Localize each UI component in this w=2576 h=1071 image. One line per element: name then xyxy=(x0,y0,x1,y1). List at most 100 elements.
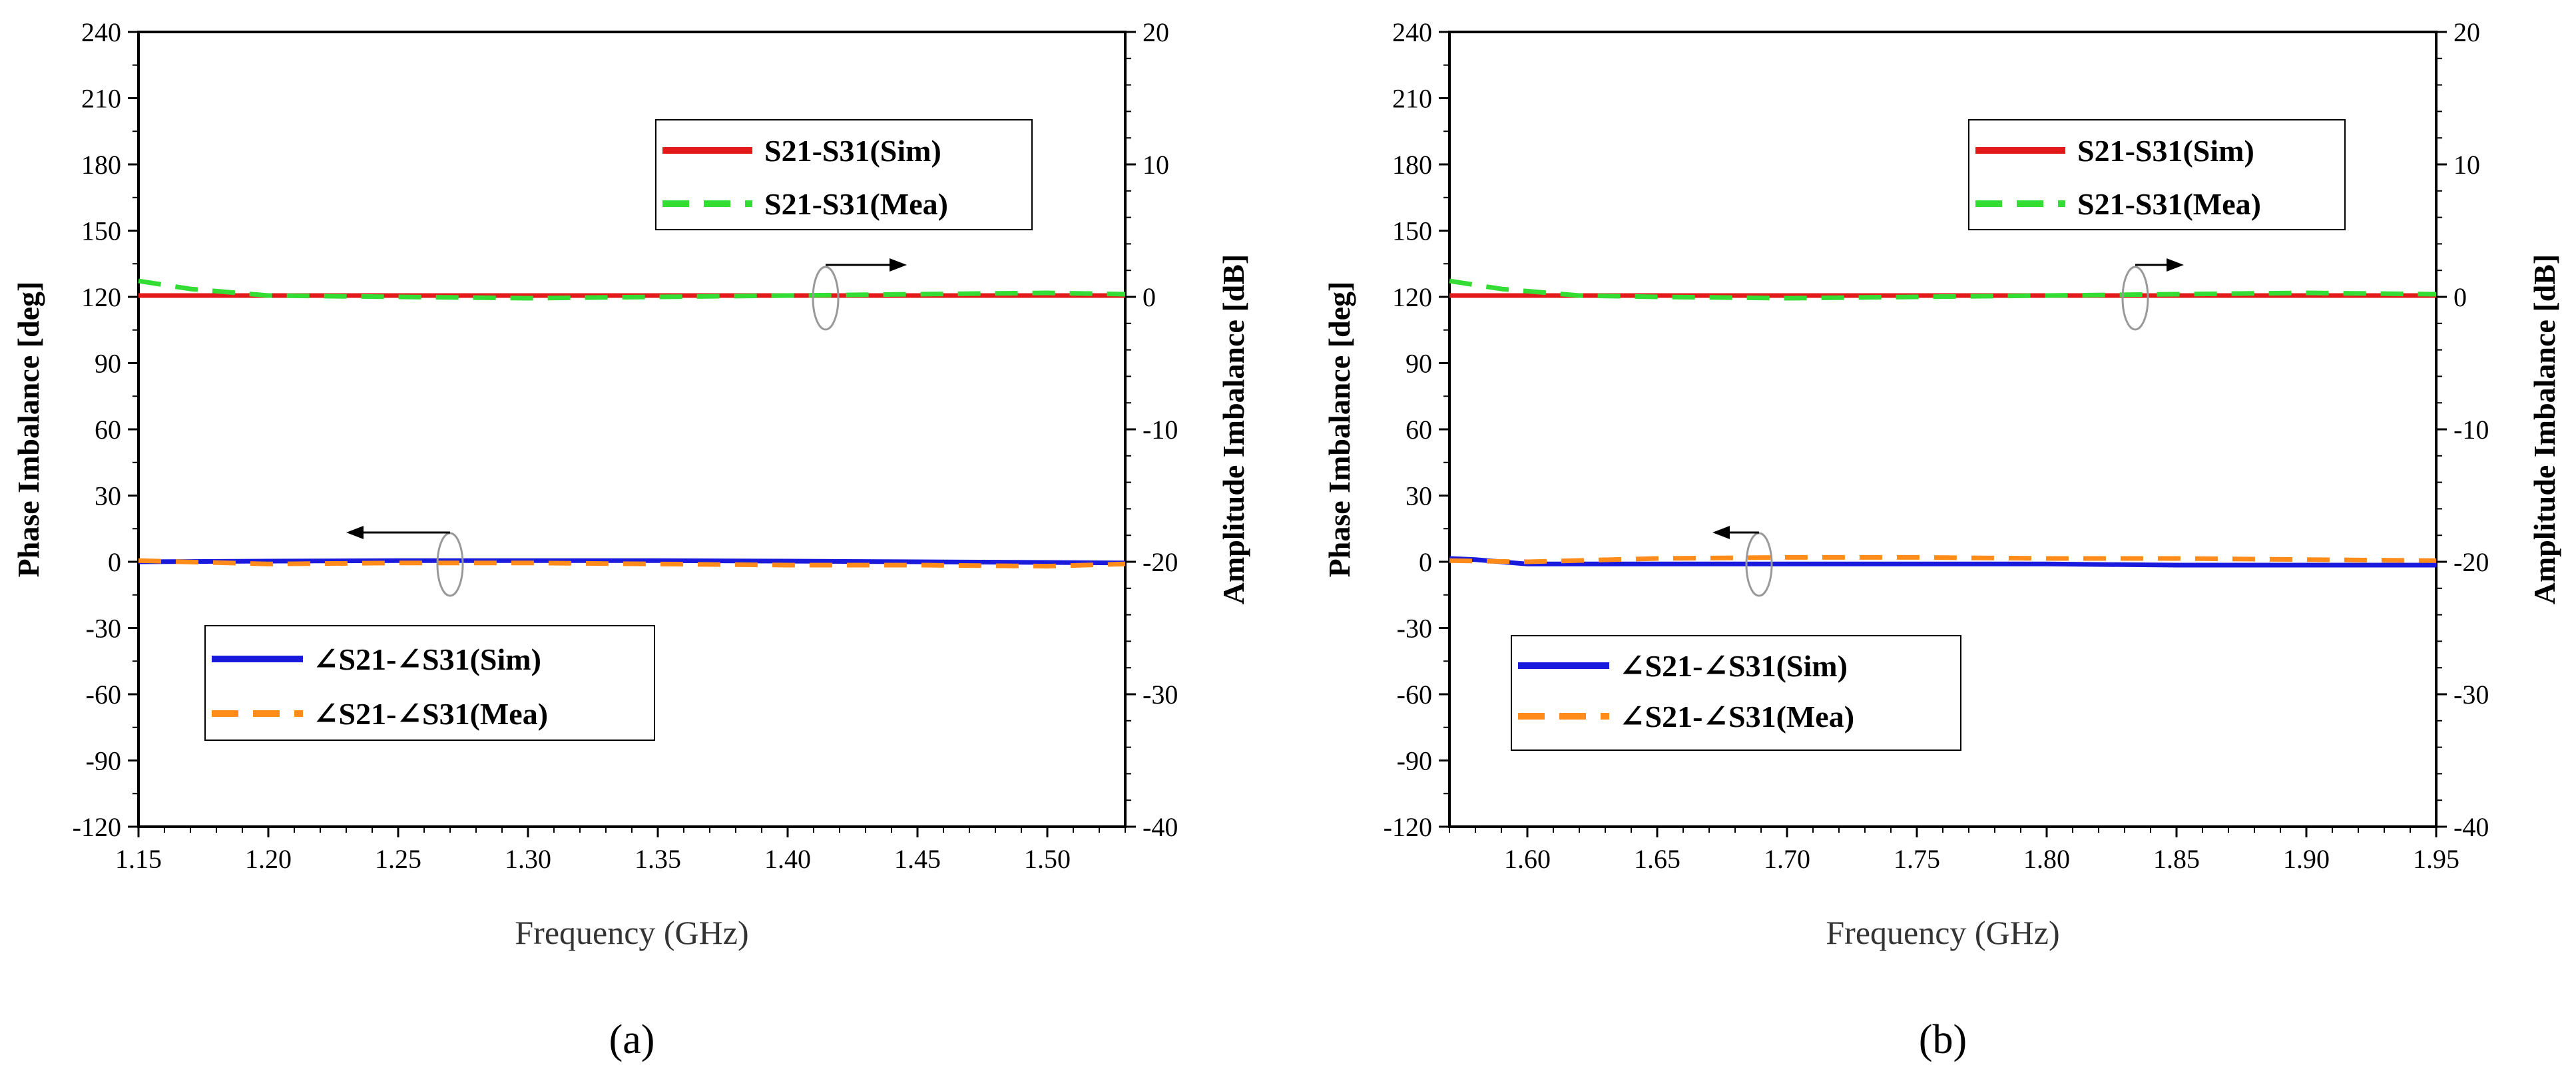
chart-b-ytick-left-label: 210 xyxy=(1392,84,1432,114)
chart-b-legend-amplitude: S21-S31(Sim) S21-S31(Mea) xyxy=(1968,119,2346,230)
chart-a-ytick-left-label: 0 xyxy=(108,547,121,577)
chart-b-ytick-left-label: 120 xyxy=(1392,282,1432,312)
chart-a-left-axis-arrowhead xyxy=(346,526,364,539)
chart-b-right-axis-arrowhead xyxy=(2167,258,2184,272)
chart-a-ytick-right-label: 10 xyxy=(1143,150,1169,180)
chart-b-xtick-label: 1.60 xyxy=(1504,844,1551,874)
chart-a-xtick-label: 1.25 xyxy=(375,844,421,874)
chart-a-legend-label-sim-amp: S21-S31(Sim) xyxy=(764,134,941,168)
chart-a-xtick-label: 1.20 xyxy=(245,844,292,874)
chart-b-legend-label-mea-phase: ∠S21-∠S31(Mea) xyxy=(1619,700,1854,734)
chart-a-xtick-label: 1.15 xyxy=(115,844,162,874)
chart-b-left-axis-arrowhead xyxy=(1712,526,1730,539)
chart-a-xlabel: Frequency (GHz) xyxy=(515,914,748,951)
chart-a-ytick-right-label: 20 xyxy=(1143,17,1169,47)
chart-b-ytick-right-label: 10 xyxy=(2453,150,2480,180)
chart-a-legend-label-mea-phase: ∠S21-∠S31(Mea) xyxy=(313,697,548,731)
chart-b-legend-label-mea-amp: S21-S31(Mea) xyxy=(2077,187,2261,221)
chart-b-xtick-label: 1.75 xyxy=(1894,844,1940,874)
chart-b-ytick-right-label: -40 xyxy=(2453,812,2489,842)
chart-a-ytick-left-label: 30 xyxy=(95,481,121,511)
chart-b-xtick-label: 1.95 xyxy=(2413,844,2459,874)
chart-a-legend-phase: ∠S21-∠S31(Sim) ∠S21-∠S31(Mea) xyxy=(204,625,655,741)
chart-b-ytick-right-label: -20 xyxy=(2453,547,2489,577)
chart-b-legend-label-sim-phase: ∠S21-∠S31(Sim) xyxy=(1619,649,1848,683)
chart-b-ytick-left-label: -30 xyxy=(1397,614,1432,644)
chart-a-ytick-left-label: 240 xyxy=(81,17,121,47)
chart-a-plot-frame xyxy=(137,31,1127,828)
chart-a-ytick-left-label: 120 xyxy=(81,282,121,312)
chart-a-right-axis-arrowhead xyxy=(890,258,907,272)
chart-b-legend-phase-box xyxy=(1511,635,1961,751)
chart-a-ytick-left-label: 180 xyxy=(81,150,121,180)
chart-panel-a: 240 210 180 150 120 90 60 30 0 -30 -60 -90 -120 20 10 0… xyxy=(11,17,1250,1062)
chart-a-xtick-label: 1.35 xyxy=(635,844,681,874)
chart-b-panel-label: (b) xyxy=(1919,1017,1967,1062)
chart-a-ytick-left-label: 210 xyxy=(81,84,121,114)
chart-b-xtick-label: 1.80 xyxy=(2023,844,2070,874)
chart-a-ytick-left-label: -120 xyxy=(73,812,121,842)
chart-b-xtick-label: 1.90 xyxy=(2283,844,2330,874)
chart-a-right-axis-ellipse xyxy=(812,266,840,331)
chart-a-ytick-right-label: 0 xyxy=(1143,282,1156,312)
chart-a-right-axis-indicator xyxy=(812,258,907,331)
chart-b-ytick-right-label: -30 xyxy=(2453,680,2489,710)
chart-b-right-axis-indicator xyxy=(2121,258,2184,331)
chart-b-xlabel: Frequency (GHz) xyxy=(1826,914,2059,951)
chart-a-series-2 xyxy=(138,558,1126,566)
chart-b-ytick-right-label: 0 xyxy=(2453,282,2467,312)
chart-a-panel-label: (a) xyxy=(609,1017,655,1062)
chart-b-ytick-left-label: 240 xyxy=(1392,17,1432,47)
chart-b-ytick-left-label: 60 xyxy=(1406,415,1432,445)
chart-a-legend-label-mea-amp: S21-S31(Mea) xyxy=(764,187,948,221)
chart-panel-b: 240 210 180 150 120 90 60 30 0 -30 -60 -90 -120 20 10 0… xyxy=(1322,17,2561,1062)
chart-a-ytick-right-label: -30 xyxy=(1143,680,1178,710)
chart-b-ytick-right-label: 20 xyxy=(2453,17,2480,47)
chart-b-series-3 xyxy=(1449,554,2437,564)
chart-b-series xyxy=(1449,278,2437,568)
chart-a-ticks: 240 210 180 150 120 90 60 30 0 -30 -60 -90 -120 20 10 0… xyxy=(73,17,1178,874)
chart-a-xtick-label: 1.40 xyxy=(764,844,811,874)
chart-b-ytick-left-label: 30 xyxy=(1406,481,1432,511)
chart-b-ytick-left-label: -120 xyxy=(1384,812,1432,842)
chart-a-ytick-left-label: 90 xyxy=(95,349,121,379)
chart-b-left-axis-indicator xyxy=(1712,526,1773,597)
chart-b-ytick-left-label: 0 xyxy=(1419,547,1432,577)
chart-b-ytick-left-label: 90 xyxy=(1406,349,1432,379)
chart-a-legend-phase-box xyxy=(204,625,655,741)
chart-b-legend-label-sim-amp: S21-S31(Sim) xyxy=(2077,134,2254,168)
chart-a-ytick-left-label: -60 xyxy=(86,680,121,710)
chart-a-ytick-right-label: -40 xyxy=(1143,812,1178,842)
chart-b-ytick-left-label: -90 xyxy=(1397,746,1432,776)
chart-b-xtick-label: 1.65 xyxy=(1634,844,1680,874)
chart-b-legend-amplitude-box xyxy=(1968,119,2346,230)
chart-a-ytick-right-label: -20 xyxy=(1143,547,1178,577)
chart-a-series-3 xyxy=(138,558,1126,569)
chart-b-ylabel-right: Amplitude Imbalance [dB] xyxy=(2527,254,2561,604)
chart-a-left-axis-indicator xyxy=(346,526,464,597)
chart-a-ytick-left-label: 150 xyxy=(81,216,121,246)
chart-a-legend-amplitude-box xyxy=(655,119,1033,230)
chart-b-ytick-left-label: 150 xyxy=(1392,216,1432,246)
chart-a-ytick-left-label: 60 xyxy=(95,415,121,445)
chart-b-xtick-label: 1.70 xyxy=(1764,844,1810,874)
chart-a-xtick-label: 1.50 xyxy=(1024,844,1071,874)
chart-a-ytick-left-label: -90 xyxy=(86,746,121,776)
chart-a-ylabel-right: Amplitude Imbalance [dB] xyxy=(1216,254,1250,604)
chart-b-ytick-right-label: -10 xyxy=(2453,415,2489,445)
chart-a-xtick-label: 1.30 xyxy=(505,844,551,874)
chart-b-plot-frame xyxy=(1448,31,2438,828)
chart-a-ytick-left-label: -30 xyxy=(86,614,121,644)
chart-b-xtick-label: 1.85 xyxy=(2153,844,2200,874)
chart-b-series-1 xyxy=(1449,278,2437,301)
chart-a-series-1 xyxy=(138,278,1126,301)
chart-b-right-axis-ellipse xyxy=(2121,266,2149,331)
chart-a-legend-label-sim-phase: ∠S21-∠S31(Sim) xyxy=(313,642,541,676)
chart-a-series xyxy=(138,278,1126,569)
chart-a-legend-amplitude: S21-S31(Sim) S21-S31(Mea) xyxy=(655,119,1033,230)
chart-b-legend-phase: ∠S21-∠S31(Sim) ∠S21-∠S31(Mea) xyxy=(1511,635,1961,751)
chart-a-ytick-right-label: -10 xyxy=(1143,415,1178,445)
chart-a-xtick-label: 1.45 xyxy=(894,844,941,874)
chart-b-ytick-left-label: 180 xyxy=(1392,150,1432,180)
